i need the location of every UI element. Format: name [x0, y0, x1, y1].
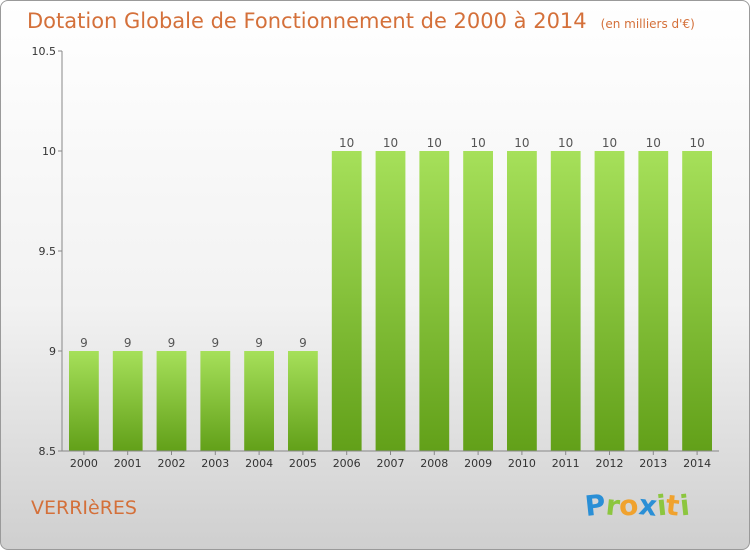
bar-2009	[463, 151, 493, 451]
bar-2005	[288, 351, 318, 451]
y-tick-label-8.5: 8.5	[39, 445, 57, 458]
x-tick-label-2012: 2012	[596, 457, 624, 470]
data-label-2007: 10	[383, 136, 398, 150]
x-tick-label-2003: 2003	[201, 457, 229, 470]
data-label-2011: 10	[558, 136, 573, 150]
x-tick-label-2013: 2013	[639, 457, 667, 470]
logo-letter: i	[677, 488, 691, 523]
bar-2014	[682, 151, 712, 451]
x-tick-label-2010: 2010	[508, 457, 536, 470]
data-label-2006: 10	[339, 136, 354, 150]
bar-2002	[156, 351, 187, 451]
data-label-2008: 10	[427, 136, 442, 150]
data-label-2010: 10	[514, 136, 529, 150]
x-tick-label-2014: 2014	[683, 457, 711, 470]
data-label-2004: 9	[255, 336, 263, 350]
x-tick-label-2000: 2000	[70, 457, 98, 470]
bar-2007	[375, 151, 406, 451]
bar-2006	[331, 151, 362, 451]
x-tick-label-2001: 2001	[114, 457, 142, 470]
bar-2008	[419, 151, 450, 451]
x-tick-label-2009: 2009	[464, 457, 492, 470]
x-tick-label-2004: 2004	[245, 457, 273, 470]
data-label-2003: 9	[211, 336, 219, 350]
data-label-2002: 9	[168, 336, 176, 350]
data-label-2000: 9	[80, 336, 88, 350]
chart-title-text: Dotation Globale de Fonctionnement de 20…	[27, 9, 587, 33]
y-tick-label-10.5: 10.5	[32, 45, 57, 58]
data-label-2012: 10	[602, 136, 617, 150]
unit-note: (en milliers d'€)	[600, 17, 695, 31]
x-tick-label-2006: 2006	[333, 457, 361, 470]
bar-2010	[507, 151, 537, 451]
bar-2000	[69, 351, 99, 451]
x-tick-label-2002: 2002	[158, 457, 186, 470]
bar-2013	[638, 151, 669, 451]
data-label-2001: 9	[124, 336, 132, 350]
y-tick-label-9: 9	[49, 345, 56, 358]
y-tick-label-10: 10	[42, 145, 56, 158]
x-tick-label-2008: 2008	[420, 457, 448, 470]
proxiti-logo: Proxiti	[583, 488, 691, 523]
bar-2004	[244, 351, 274, 451]
x-tick-label-2005: 2005	[289, 457, 317, 470]
data-label-2013: 10	[646, 136, 661, 150]
chart-title: Dotation Globale de Fonctionnement de 20…	[27, 9, 695, 33]
data-label-2014: 10	[689, 136, 704, 150]
data-label-2005: 9	[299, 336, 307, 350]
bar-2011	[550, 151, 581, 451]
y-tick-label-9.5: 9.5	[39, 245, 57, 258]
commune-name: VERRIèRES	[31, 497, 137, 519]
bar-2003	[200, 351, 231, 451]
bar-2001	[112, 351, 143, 451]
bar-2012	[594, 151, 625, 451]
data-label-2009: 10	[470, 136, 485, 150]
x-tick-label-2007: 2007	[377, 457, 405, 470]
x-tick-label-2011: 2011	[552, 457, 580, 470]
